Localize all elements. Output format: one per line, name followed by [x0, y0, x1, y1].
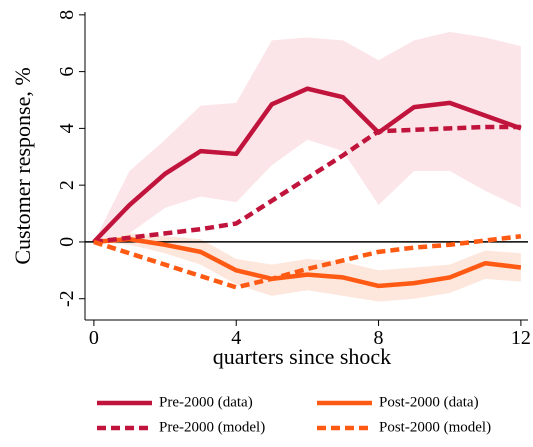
y-tick-label: -2 [56, 290, 78, 307]
series-line [92, 86, 522, 244]
y-axis-label: Customer response, % [10, 67, 35, 264]
legend-label: Post-2000 (model) [379, 419, 491, 435]
x-axis-label: quarters since shock [213, 344, 391, 369]
x-tick-label: 0 [89, 327, 99, 349]
y-tick-label: 4 [56, 123, 78, 133]
legend-label: Pre-2000 (model) [159, 419, 265, 435]
series-line [93, 236, 522, 289]
x-tick-label: 8 [374, 327, 384, 349]
y-tick-label: 6 [56, 67, 78, 77]
series-line [93, 234, 522, 290]
x-tick-label: 4 [231, 327, 241, 349]
y-tick-label: 8 [56, 10, 78, 20]
x-tick-label: 12 [511, 327, 531, 349]
legend-label: Post-2000 (data) [379, 394, 479, 410]
confidence-band [93, 31, 521, 242]
y-tick-label: 2 [56, 180, 78, 190]
y-tick-label: 0 [56, 237, 78, 247]
series-line [93, 124, 521, 245]
legend-label: Pre-2000 (data) [159, 394, 253, 410]
